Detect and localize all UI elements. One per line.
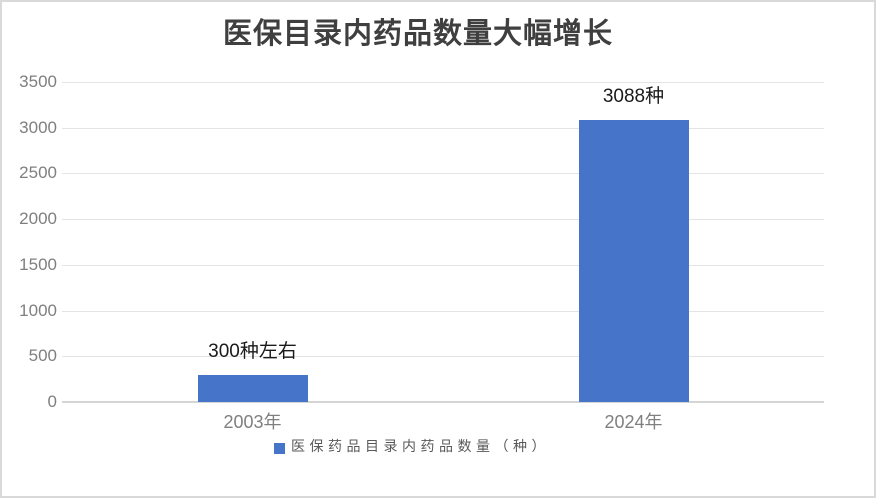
gridline xyxy=(62,127,824,129)
bar-value-label: 300种左右 xyxy=(208,341,297,362)
y-axis-tick-label: 2000 xyxy=(19,209,57,229)
gridline xyxy=(62,219,824,221)
legend-label: 医保药品目录内药品数量（种） xyxy=(291,440,550,455)
y-axis-tick-label: 3500 xyxy=(19,72,57,91)
gridline xyxy=(62,173,824,175)
gridline xyxy=(62,356,824,358)
x-axis-tick-label: 2003年 xyxy=(223,412,282,432)
gridline xyxy=(62,264,824,266)
x-axis-line xyxy=(62,401,824,403)
y-axis-tick-label: 2500 xyxy=(19,163,57,183)
legend-square-icon xyxy=(274,442,285,454)
plot-area xyxy=(62,82,824,403)
bar xyxy=(578,120,689,402)
legend: 医保药品目录内药品数量（种） xyxy=(2,439,822,457)
y-axis-tick-label: 1500 xyxy=(19,254,57,274)
bar xyxy=(197,375,308,402)
y-axis-tick-label: 1000 xyxy=(19,300,57,320)
bar-value-label: 3088种 xyxy=(602,86,665,107)
y-axis-tick-label: 3000 xyxy=(19,117,57,137)
x-axis-tick-label: 2024年 xyxy=(604,412,663,432)
y-axis-tick-label: 500 xyxy=(28,346,57,366)
y-axis-tick-label: 0 xyxy=(47,392,57,411)
gridline xyxy=(62,82,824,83)
chart-title: 医保目录内药品数量大幅增长 xyxy=(222,18,613,50)
gridline xyxy=(62,310,824,312)
